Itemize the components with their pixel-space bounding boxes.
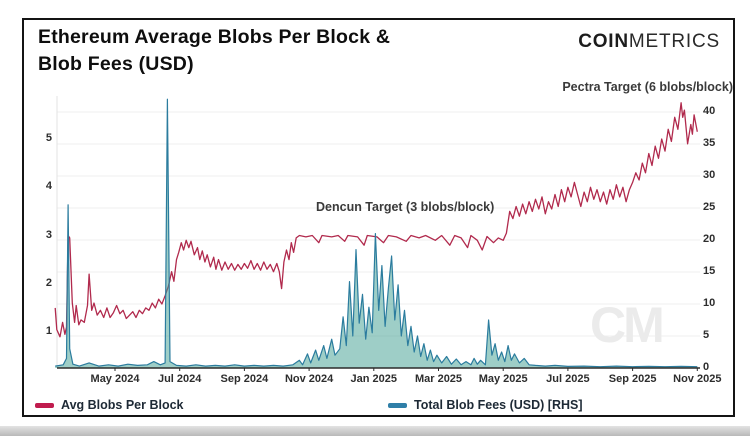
watermark-cm: CM [590,297,665,353]
axis-right-tick-label: 20 [703,233,716,245]
x-axis-tick-label: Sep 2024 [220,373,269,385]
x-axis-tick-label: May 2024 [90,373,140,385]
logo-light-part: METRICS [628,31,720,52]
axis-right-tick-label: 15 [703,265,716,277]
axis-right-tick-label: 30 [703,169,716,181]
x-axis-tick-label: Jan 2025 [350,373,398,385]
axis-left-tick-label: 4 [45,180,52,193]
coinmetrics-logo: COINMETRICS [578,31,720,53]
axis-left-tick-label: 2 [45,276,52,289]
x-axis-tick-label: Nov 2025 [673,373,722,385]
axis-right-tick-label: 35 [703,137,716,149]
axis-left-tick-label: 5 [45,132,52,144]
series-blob-fees-area [55,99,698,368]
axis-right-tick-label: 10 [703,297,716,309]
axis-left-tick-label: 3 [45,228,52,241]
legend-swatch [388,402,407,408]
legend-label: Avg Blobs Per Block [61,398,184,412]
legend-item: Total Blob Fees (USD) [RHS] [388,398,583,412]
axis-right-tick-label: 40 [703,105,716,117]
x-axis-tick-label: Jul 2025 [546,373,590,385]
logo-bold-part: COIN [578,31,629,52]
axis-right-tick-label: 25 [703,201,716,213]
axis-left-tick-label: 1 [45,325,52,337]
axis-right-tick-label: 0 [703,361,710,373]
x-axis-tick-label: Jul 2024 [157,373,202,385]
legend-label: Total Blob Fees (USD) [RHS] [414,398,583,412]
title-line-2: Blob Fees (USD) [38,53,194,75]
annotation-dencun-target: Dencun Target (3 blobs/block) [316,200,495,214]
annotation-pectra-target: Pectra Target (6 blobs/block) [562,80,733,94]
x-axis-tick-label: May 2025 [478,373,528,385]
series-avg-blobs-line [54,102,698,338]
x-axis-tick-label: Nov 2024 [284,373,334,385]
x-axis-tick-label: Sep 2025 [608,373,657,385]
legend-item: Avg Blobs Per Block [35,398,184,412]
bottom-strip [0,426,750,436]
legend-swatch [35,402,54,408]
series-blob-fees-line [55,98,698,368]
title-line-1: Ethereum Average Blobs Per Block & [38,26,391,48]
axis-right-tick-label: 5 [703,329,710,341]
page-title: Ethereum Average Blobs Per Block & Blob … [38,24,390,78]
x-axis-tick-label: Mar 2025 [414,373,463,385]
